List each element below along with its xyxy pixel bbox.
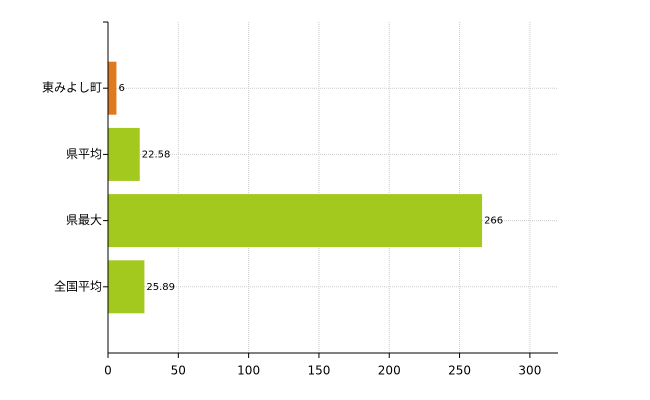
x-tick-label: 300 — [518, 364, 541, 378]
x-tick-label: 100 — [237, 364, 260, 378]
bar — [108, 127, 140, 181]
x-tick-label: 0 — [104, 364, 112, 378]
y-tick-label: 全国平均 — [54, 278, 102, 293]
y-tick-label: 東みよし町 — [42, 81, 102, 95]
value-label: 266 — [484, 216, 503, 227]
x-tick-label: 200 — [378, 364, 401, 378]
y-tick-label: 県最大 — [66, 213, 102, 227]
x-tick-label: 150 — [307, 364, 330, 378]
value-label: 6 — [118, 83, 124, 94]
y-tick-label: 県平均 — [66, 147, 102, 161]
bar — [108, 194, 483, 248]
bar — [108, 260, 145, 314]
x-tick-label: 50 — [171, 364, 186, 378]
x-tick-label: 250 — [448, 364, 471, 378]
bar — [108, 61, 117, 115]
value-label: 22.58 — [142, 149, 171, 160]
value-label: 25.89 — [146, 282, 175, 293]
